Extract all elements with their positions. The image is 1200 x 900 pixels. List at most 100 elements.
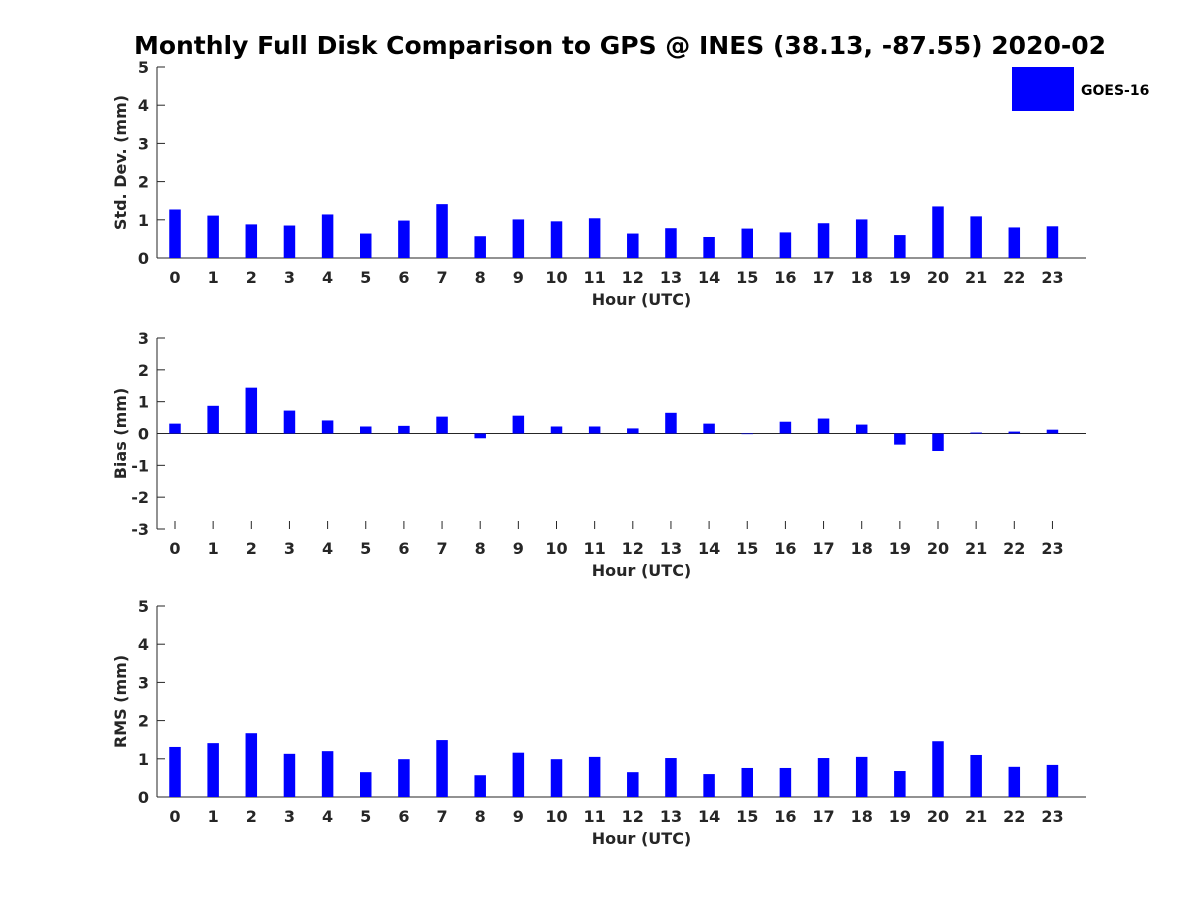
- y-tick-label: 3: [138, 329, 149, 348]
- y-tick-label: 0: [138, 788, 149, 807]
- y-tick-label: 0: [138, 249, 149, 268]
- x-tick-label: 17: [812, 268, 834, 287]
- x-tick-label: 16: [774, 268, 796, 287]
- bar: [360, 233, 372, 258]
- bar: [665, 412, 677, 434]
- bar: [855, 756, 868, 797]
- bar: [512, 415, 525, 434]
- bar: [817, 223, 830, 258]
- x-tick-label: 7: [436, 268, 447, 287]
- x-tick-label: 5: [360, 268, 371, 287]
- y-axis-label: RMS (mm): [111, 655, 130, 748]
- x-tick-label: 3: [284, 268, 295, 287]
- x-tick-label: 18: [851, 539, 873, 558]
- x-tick-label: 10: [545, 807, 567, 826]
- x-tick-label: 17: [812, 807, 834, 826]
- bar: [474, 433, 486, 439]
- legend: GOES-16: [1012, 67, 1149, 111]
- y-tick-label: 5: [138, 58, 149, 77]
- x-tick-label: 14: [698, 539, 720, 558]
- x-tick-label: 2: [246, 807, 257, 826]
- x-tick-label: 1: [208, 807, 219, 826]
- bar: [512, 219, 525, 258]
- bar: [169, 423, 181, 434]
- bar: [1046, 226, 1059, 258]
- bar: [588, 756, 601, 797]
- y-axis-label: Std. Dev. (mm): [111, 95, 130, 230]
- bar: [321, 214, 334, 258]
- x-tick-label: 9: [513, 807, 524, 826]
- bar: [398, 220, 410, 258]
- x-tick-label: 3: [284, 539, 295, 558]
- y-tick-label: 1: [138, 211, 149, 230]
- bar: [703, 236, 715, 258]
- x-tick-label: 1: [208, 268, 219, 287]
- x-tick-label: 0: [169, 539, 180, 558]
- bar: [321, 420, 334, 434]
- bar: [360, 772, 372, 797]
- y-axis-label: Bias (mm): [111, 388, 130, 480]
- bar: [321, 751, 334, 797]
- bar: [474, 236, 486, 258]
- x-axis-label: Hour (UTC): [592, 561, 692, 580]
- x-tick-label: 19: [889, 539, 911, 558]
- x-tick-label: 6: [398, 539, 409, 558]
- legend-swatch: [1012, 67, 1074, 111]
- x-tick-label: 10: [545, 268, 567, 287]
- bar: [169, 746, 181, 797]
- bar: [970, 432, 982, 434]
- x-tick-label: 18: [851, 807, 873, 826]
- x-tick-label: 16: [774, 807, 796, 826]
- bar: [817, 758, 830, 797]
- bar: [1008, 766, 1021, 797]
- y-tick-label: 2: [138, 361, 149, 380]
- y-tick-label: 2: [138, 712, 149, 731]
- x-tick-label: 12: [622, 807, 644, 826]
- bar: [817, 418, 830, 434]
- x-tick-label: 22: [1003, 268, 1025, 287]
- x-tick-label: 18: [851, 268, 873, 287]
- x-tick-label: 21: [965, 807, 987, 826]
- x-tick-label: 15: [736, 807, 758, 826]
- bar: [779, 421, 792, 434]
- x-tick-label: 23: [1041, 539, 1063, 558]
- y-tick-label: 4: [138, 96, 149, 115]
- legend-label: GOES-16: [1081, 83, 1149, 99]
- bar: [665, 228, 677, 258]
- x-tick-label: 8: [475, 268, 486, 287]
- x-tick-label: 8: [475, 539, 486, 558]
- bar: [894, 235, 906, 258]
- x-tick-label: 0: [169, 268, 180, 287]
- x-tick-label: 10: [545, 539, 567, 558]
- bar: [169, 209, 181, 258]
- bar: [474, 775, 486, 797]
- x-tick-label: 4: [322, 807, 333, 826]
- x-tick-label: 17: [812, 539, 834, 558]
- x-tick-label: 11: [584, 268, 606, 287]
- bar: [550, 221, 563, 258]
- x-tick-label: 21: [965, 268, 987, 287]
- x-tick-label: 23: [1041, 807, 1063, 826]
- y-tick-label: 4: [138, 635, 149, 654]
- bar: [436, 416, 448, 434]
- bar: [894, 771, 906, 797]
- bar: [894, 433, 906, 445]
- bar: [207, 215, 219, 258]
- y-tick-label: 2: [138, 173, 149, 192]
- x-tick-label: 12: [622, 268, 644, 287]
- x-tick-label: 16: [774, 539, 796, 558]
- bar: [665, 758, 677, 797]
- x-tick-label: 20: [927, 268, 949, 287]
- bar: [245, 224, 258, 258]
- bar: [855, 219, 868, 258]
- y-tick-label: 1: [138, 393, 149, 412]
- bar: [932, 433, 944, 452]
- bar: [1008, 227, 1021, 258]
- x-tick-label: 19: [889, 807, 911, 826]
- bar: [627, 428, 639, 434]
- x-axis-label: Hour (UTC): [592, 829, 692, 848]
- x-tick-label: 4: [322, 268, 333, 287]
- x-tick-label: 12: [622, 539, 644, 558]
